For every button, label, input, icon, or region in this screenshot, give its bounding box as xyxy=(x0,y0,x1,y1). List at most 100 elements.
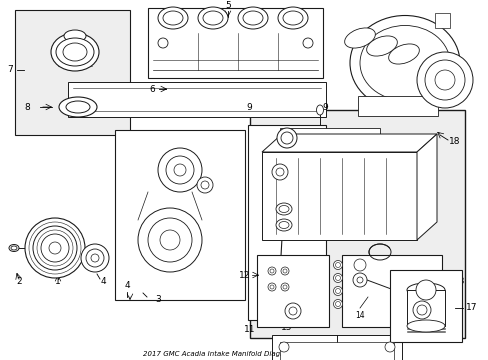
Ellipse shape xyxy=(335,302,340,306)
Bar xyxy=(68,82,325,117)
Text: 5: 5 xyxy=(224,0,230,9)
Text: 10: 10 xyxy=(284,351,295,360)
Ellipse shape xyxy=(243,11,263,25)
Ellipse shape xyxy=(359,26,449,100)
Ellipse shape xyxy=(64,30,86,42)
Circle shape xyxy=(86,249,104,267)
Text: 2: 2 xyxy=(16,278,22,287)
Ellipse shape xyxy=(275,203,291,215)
Bar xyxy=(389,270,461,342)
Circle shape xyxy=(275,168,284,176)
Ellipse shape xyxy=(9,244,19,252)
Ellipse shape xyxy=(238,7,267,29)
Text: 3: 3 xyxy=(155,296,161,305)
Bar xyxy=(257,255,328,327)
Circle shape xyxy=(303,38,312,48)
Circle shape xyxy=(81,244,109,272)
Ellipse shape xyxy=(335,262,340,267)
Circle shape xyxy=(288,307,296,315)
Circle shape xyxy=(158,148,202,192)
Ellipse shape xyxy=(275,219,291,231)
Polygon shape xyxy=(262,134,436,152)
Bar xyxy=(357,96,437,116)
Text: 14: 14 xyxy=(354,310,364,320)
Circle shape xyxy=(148,218,192,262)
Circle shape xyxy=(25,218,85,278)
Circle shape xyxy=(160,230,180,250)
Ellipse shape xyxy=(267,267,275,275)
Circle shape xyxy=(285,303,301,319)
Ellipse shape xyxy=(333,261,342,270)
Circle shape xyxy=(91,254,99,262)
Text: 15: 15 xyxy=(281,324,292,333)
Ellipse shape xyxy=(203,11,223,25)
Circle shape xyxy=(165,156,194,184)
Circle shape xyxy=(424,60,464,100)
Bar xyxy=(247,125,325,320)
Ellipse shape xyxy=(66,101,90,113)
Circle shape xyxy=(279,342,288,352)
Bar xyxy=(434,13,449,28)
Text: 12: 12 xyxy=(239,270,250,279)
Text: 11: 11 xyxy=(244,325,255,334)
Ellipse shape xyxy=(366,36,397,56)
Text: 13: 13 xyxy=(453,278,465,287)
Circle shape xyxy=(174,164,185,176)
Ellipse shape xyxy=(278,7,307,29)
Ellipse shape xyxy=(163,11,183,25)
Ellipse shape xyxy=(349,15,459,111)
Bar xyxy=(249,110,464,338)
Ellipse shape xyxy=(283,11,303,25)
Ellipse shape xyxy=(406,320,444,332)
Bar xyxy=(341,255,441,327)
Ellipse shape xyxy=(269,285,273,289)
Ellipse shape xyxy=(11,246,17,250)
Text: 17: 17 xyxy=(465,303,477,312)
Ellipse shape xyxy=(281,283,288,291)
Text: 4: 4 xyxy=(124,280,129,289)
Bar xyxy=(264,195,303,239)
Circle shape xyxy=(356,277,362,283)
Circle shape xyxy=(416,52,472,108)
Bar xyxy=(280,128,379,150)
Circle shape xyxy=(33,226,77,270)
Text: 1: 1 xyxy=(55,278,61,287)
Circle shape xyxy=(41,234,69,262)
Ellipse shape xyxy=(59,97,97,117)
Ellipse shape xyxy=(63,43,87,61)
Text: 9: 9 xyxy=(245,103,251,112)
Text: 7: 7 xyxy=(7,66,13,75)
Bar xyxy=(148,8,323,78)
Text: 16: 16 xyxy=(308,224,320,233)
Ellipse shape xyxy=(333,274,342,283)
Ellipse shape xyxy=(51,33,99,71)
Bar xyxy=(115,130,244,300)
Circle shape xyxy=(201,181,208,189)
Ellipse shape xyxy=(269,269,273,273)
Text: 4: 4 xyxy=(100,278,105,287)
Bar xyxy=(262,152,416,240)
Circle shape xyxy=(197,177,213,193)
Circle shape xyxy=(158,38,168,48)
Ellipse shape xyxy=(316,105,323,115)
Ellipse shape xyxy=(56,38,94,66)
Text: 9: 9 xyxy=(322,103,327,112)
Ellipse shape xyxy=(158,7,187,29)
Ellipse shape xyxy=(333,287,342,296)
Ellipse shape xyxy=(279,221,288,229)
Ellipse shape xyxy=(344,28,375,48)
Circle shape xyxy=(412,301,430,319)
Ellipse shape xyxy=(333,300,342,309)
Ellipse shape xyxy=(283,269,286,273)
Ellipse shape xyxy=(335,275,340,280)
Bar xyxy=(15,10,130,135)
Circle shape xyxy=(434,70,454,90)
Ellipse shape xyxy=(279,206,288,212)
Bar xyxy=(280,342,393,360)
Ellipse shape xyxy=(281,267,288,275)
Circle shape xyxy=(271,164,287,180)
Bar xyxy=(271,335,401,360)
Circle shape xyxy=(352,273,366,287)
Text: 18: 18 xyxy=(448,138,460,147)
Circle shape xyxy=(384,342,394,352)
